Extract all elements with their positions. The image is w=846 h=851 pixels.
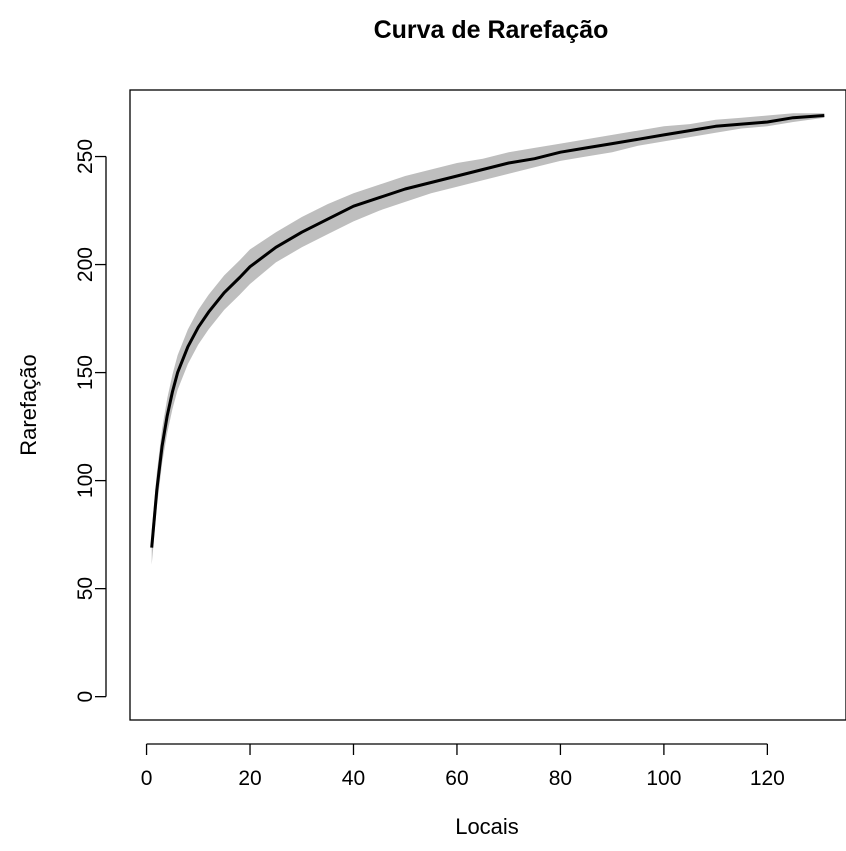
x-axis: 0 20 40 60 80 100 120 bbox=[141, 743, 785, 790]
y-tick-label: 200 bbox=[74, 247, 97, 282]
y-axis-title: Rarefação bbox=[16, 354, 41, 456]
x-tick-label: 120 bbox=[750, 767, 785, 790]
x-tick-label: 40 bbox=[342, 767, 365, 790]
x-tick-label: 60 bbox=[445, 767, 468, 790]
x-tick-label: 0 bbox=[141, 767, 153, 790]
x-tick-label: 100 bbox=[646, 767, 681, 790]
confidence-band-layer bbox=[151, 113, 825, 565]
x-axis-title: Locais bbox=[455, 814, 519, 839]
mean-line bbox=[150, 114, 825, 548]
confidence-band bbox=[151, 113, 825, 565]
y-tick-label: 50 bbox=[74, 577, 97, 600]
y-axis: 0 50 100 150 200 250 bbox=[74, 139, 107, 703]
plot-frame bbox=[129, 89, 846, 721]
mean-line-layer bbox=[150, 114, 825, 548]
chart-title: Curva de Rarefação bbox=[374, 16, 609, 44]
y-tick-label: 250 bbox=[74, 139, 97, 174]
y-tick-label: 100 bbox=[74, 463, 97, 498]
y-tick-label: 0 bbox=[74, 691, 97, 703]
x-tick-label: 20 bbox=[238, 767, 261, 790]
x-tick-label: 80 bbox=[549, 767, 572, 790]
y-tick-label: 150 bbox=[74, 355, 97, 390]
